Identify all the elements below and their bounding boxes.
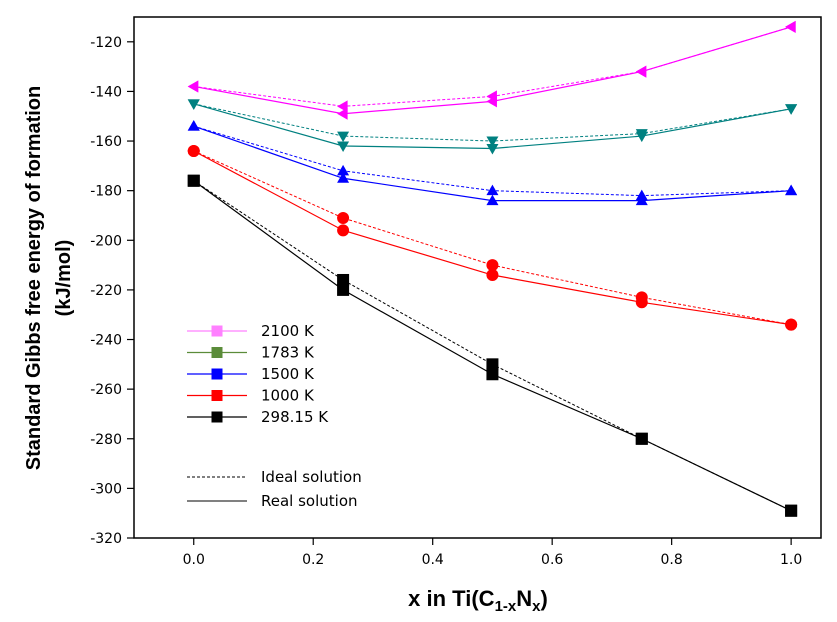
ideal-point	[337, 211, 350, 224]
x-axis-label-sub1: 1-x	[495, 598, 517, 615]
x-tick-label: 1.0	[780, 552, 802, 568]
legend-label: 1500 K	[261, 365, 315, 383]
series-298-15-k	[187, 174, 798, 517]
legend-style-label: Real solution	[261, 492, 358, 510]
series-1000-k	[187, 144, 798, 331]
legend-style-item: Real solution	[187, 492, 358, 510]
y-tick-label: -140	[90, 84, 122, 100]
real-line	[193, 150, 792, 326]
legend-marker	[211, 368, 223, 380]
x-axis-label-main: x in Ti(C	[408, 586, 494, 611]
real-point	[337, 172, 350, 183]
real-point	[635, 296, 648, 309]
x-tick-label: 0.2	[302, 552, 324, 568]
ideal-point	[486, 358, 499, 371]
real-point	[635, 432, 648, 445]
y-axis-label-line2: (kJ/mol)	[53, 240, 75, 317]
legend-label: 298.15 K	[261, 408, 329, 426]
real-point	[785, 318, 798, 331]
y-axis-label-line1: Standard Gibbs free energy of formation	[23, 86, 45, 471]
y-tick-label: -120	[90, 35, 122, 51]
series-1500-k	[187, 120, 798, 206]
y-tick-label: -300	[90, 481, 122, 497]
real-point	[785, 504, 798, 517]
legend-label: 1000 K	[261, 387, 315, 405]
real-point	[187, 120, 200, 131]
real-point	[486, 269, 499, 282]
legend-style-label: Ideal solution	[261, 468, 362, 486]
real-point	[635, 194, 648, 206]
ideal-point	[337, 131, 350, 143]
real-point	[486, 368, 499, 381]
x-tick-label: 0.6	[541, 552, 563, 568]
real-point	[486, 143, 499, 155]
y-tick-label: -320	[90, 531, 122, 547]
ideal-point	[486, 259, 499, 272]
real-point	[337, 107, 348, 120]
legend-item: 1000 K	[187, 387, 315, 405]
legend-item: 1500 K	[187, 365, 315, 383]
real-point	[785, 184, 798, 196]
legend-style-item: Ideal solution	[187, 468, 362, 486]
real-point	[785, 104, 798, 115]
x-axis-label-end: )	[540, 586, 547, 611]
x-tick-label: 0.0	[183, 552, 205, 568]
real-point	[785, 20, 796, 33]
ticks-layer: 0.0 0.2 0.4 0.6 0.8 1.0 -120 -140 -160 -180 -200 -2…	[90, 35, 802, 568]
legend-marker	[211, 325, 223, 337]
x-tick-label: 0.4	[422, 552, 444, 568]
legend-item: 298.15 K	[187, 408, 329, 426]
x-axis-label-mid: N	[516, 586, 532, 611]
y-tick-label: -240	[90, 333, 122, 349]
real-point	[635, 131, 648, 143]
x-tick-label: 0.8	[661, 552, 683, 568]
legend-marker	[211, 390, 223, 401]
series-layer	[187, 20, 798, 517]
legend: 2100 K 1783 K 1500 K 1000 K 298.15 K Ideal so…	[187, 322, 362, 510]
y-tick-label: -180	[90, 184, 122, 200]
ideal-line	[193, 103, 792, 142]
real-point	[187, 80, 199, 93]
ideal-line	[193, 150, 792, 326]
real-point	[486, 95, 497, 108]
series-2100-k	[187, 20, 796, 120]
real-point	[187, 99, 200, 110]
legend-label: 1783 K	[261, 344, 315, 362]
real-point	[187, 174, 200, 187]
legend-marker	[211, 411, 223, 423]
plot-frame	[133, 16, 822, 539]
y-tick-label: -220	[90, 283, 122, 299]
legend-item: 1783 K	[187, 344, 315, 362]
series-1783-k	[187, 99, 798, 155]
ideal-point	[486, 136, 499, 148]
legend-label: 2100 K	[261, 322, 315, 340]
legend-item: 2100 K	[187, 322, 315, 340]
real-point	[486, 194, 499, 206]
y-tick-label: -200	[90, 233, 122, 249]
y-tick-label: -160	[90, 134, 122, 150]
real-point	[337, 224, 350, 237]
ideal-point	[337, 273, 350, 286]
x-axis-label-sub2: x	[532, 598, 541, 615]
y-tick-label: -260	[90, 382, 122, 398]
real-point	[187, 144, 200, 157]
y-tick-label: -280	[90, 432, 122, 448]
real-point	[635, 65, 647, 78]
real-point	[337, 283, 350, 296]
legend-marker	[211, 347, 223, 358]
ideal-point	[486, 184, 499, 196]
real-point	[337, 141, 350, 153]
ideal-point	[337, 164, 350, 176]
x-axis-label: x in Ti(C1-xNx)	[408, 586, 548, 615]
